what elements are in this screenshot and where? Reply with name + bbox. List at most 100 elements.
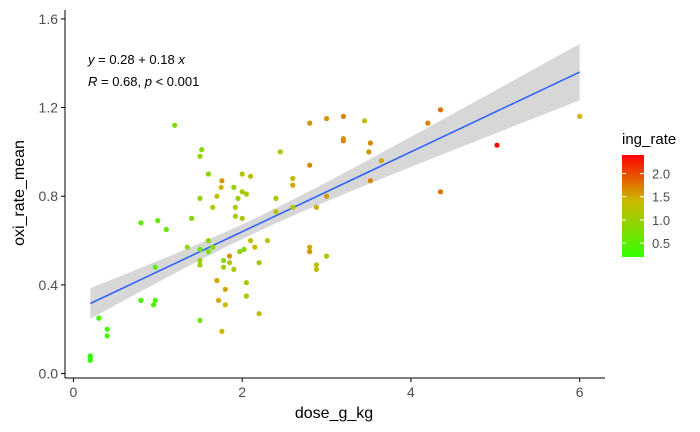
data-point [222,302,228,308]
data-point [243,293,249,299]
legend-label: 1.0 [652,213,670,228]
data-point [205,249,211,255]
data-point [277,149,283,155]
data-point [152,264,158,270]
data-point [378,158,384,164]
data-point [199,147,205,153]
data-point [367,178,373,184]
data-point [87,355,93,361]
data-points [87,107,583,363]
data-point [307,120,313,126]
y-axis-title: oxi_rate_mean [11,140,28,246]
correlation-stats: R = 0.68, p < 0.001 [88,74,199,89]
data-point [239,189,245,195]
regression-line [89,71,581,305]
data-point [273,209,279,215]
data-point [104,326,110,332]
x-tick-label: 6 [576,384,584,400]
data-point [138,220,144,226]
data-point [222,286,228,292]
data-point [219,328,225,334]
data-point [243,280,249,286]
data-point [197,257,203,264]
y-tick-label: 0.4 [39,277,59,293]
data-point [425,120,431,126]
data-point [366,149,372,155]
data-point [221,264,227,270]
data-point [219,178,225,184]
data-point [197,262,203,268]
data-point [307,249,313,255]
data-point [163,226,169,233]
data-point [273,195,279,201]
x-tick-label: 4 [407,384,415,400]
legend-label: 2.0 [652,167,670,182]
data-point [340,113,346,119]
confidence-band-area [90,43,580,319]
data-point [172,122,178,128]
y-tick-label: 1.2 [39,100,59,116]
data-point [231,266,237,272]
data-point [235,195,241,201]
legend-title: ing_rate [622,131,676,148]
fit-line [89,71,581,305]
data-point [104,333,110,339]
data-point [340,136,346,142]
data-point [307,244,313,250]
data-point [324,116,330,122]
data-point [437,107,444,113]
legend-label: 0.5 [652,236,670,251]
data-point [290,182,296,188]
data-point [324,193,330,199]
data-point [237,249,243,255]
data-point [232,213,238,219]
data-point [197,246,203,252]
data-point [307,162,313,168]
data-point [313,204,319,210]
data-point [231,184,237,190]
data-point [184,244,190,250]
x-axis-ticks: 0 2 4 6 [70,378,584,400]
data-point [290,175,296,182]
y-tick-label: 1.6 [39,11,59,27]
x-tick-label: 2 [238,384,246,400]
data-point [152,297,158,303]
data-point [210,204,216,210]
data-point [252,244,258,250]
x-tick-label: 0 [70,384,78,400]
data-point [205,238,211,244]
data-point [239,215,245,221]
data-point [221,257,227,264]
confidence-band [90,43,580,319]
data-point [256,311,262,317]
data-point [197,195,203,201]
data-point [210,244,216,250]
data-point [248,238,254,244]
data-point [226,253,233,259]
data-point [577,113,583,119]
regression-equation: y = 0.28 + 0.18 x [87,52,185,67]
y-tick-label: 0.8 [39,188,59,204]
data-point [241,246,247,252]
data-point [214,277,220,284]
y-tick-label: 0.0 [39,366,59,382]
data-point [197,153,203,159]
data-point [264,238,271,244]
y-axis-ticks: 0.0 0.4 0.8 1.2 1.6 [39,11,65,382]
data-point [243,191,249,197]
data-point [218,184,224,190]
data-point [324,253,330,259]
data-point [151,302,157,308]
data-point [313,262,319,268]
data-point [96,315,102,321]
data-point [248,173,254,179]
data-point [367,140,373,146]
data-point [226,260,233,266]
data-point [155,218,161,224]
data-point [361,118,368,124]
legend-ticks: 0.5 1.0 1.5 2.0 [622,167,670,251]
data-point [216,297,222,303]
data-point [189,215,195,221]
legend-colorbar [622,155,644,257]
